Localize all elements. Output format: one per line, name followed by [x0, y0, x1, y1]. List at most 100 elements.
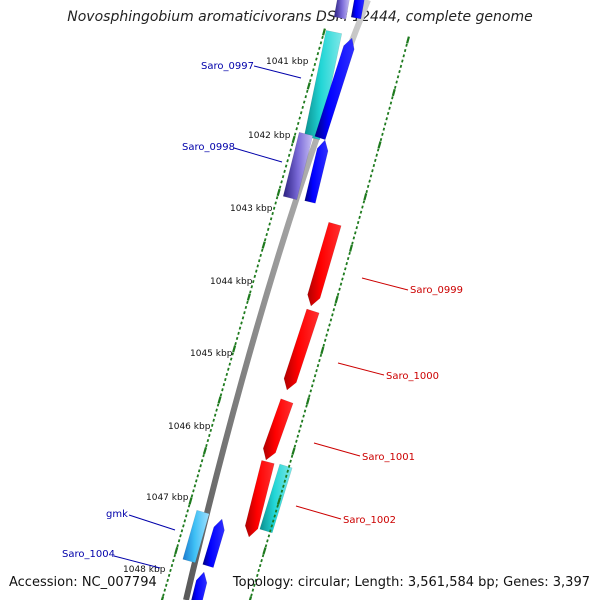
tick-mark — [268, 222, 271, 226]
gene-label-saro-0998[interactable]: Saro_0998 — [182, 142, 235, 153]
tick-mark — [205, 443, 208, 448]
tick-mark — [300, 419, 304, 423]
tick-mark — [315, 57, 318, 61]
tick-mark — [256, 264, 259, 268]
tick-mark — [313, 374, 317, 378]
tick-mark — [355, 226, 358, 230]
tick-mark — [318, 46, 321, 50]
tick-mark — [302, 414, 305, 418]
tick-mark — [221, 388, 224, 392]
gene-label-saro-0999[interactable]: Saro_0999 — [410, 285, 463, 296]
tick-mark — [342, 272, 346, 276]
tick-mark — [269, 217, 273, 221]
tick-mark — [295, 127, 298, 131]
tick-mark — [202, 446, 208, 455]
tick-mark — [299, 424, 302, 428]
tick-mark — [293, 444, 297, 448]
tick-mark — [170, 563, 174, 568]
kbp-label: 1045 kbp — [190, 349, 233, 359]
gene-label-saro-1000[interactable]: Saro_1000 — [386, 371, 439, 382]
tick-mark — [301, 105, 304, 109]
tick-mark — [287, 464, 291, 468]
tick-mark — [384, 122, 387, 126]
tick-mark — [298, 429, 301, 433]
tick-mark — [219, 393, 223, 397]
tick-mark — [222, 383, 226, 387]
tick-mark — [385, 117, 388, 121]
tick-mark — [322, 28, 326, 36]
tick-mark — [258, 259, 261, 263]
gene-label-saro-1001[interactable]: Saro_1001 — [362, 452, 415, 463]
gene-label-saro-1004[interactable]: Saro_1004 — [62, 549, 115, 560]
tick-mark — [238, 326, 242, 330]
tick-mark — [312, 379, 315, 383]
tick-mark — [229, 357, 233, 361]
tick-mark — [321, 35, 324, 40]
tick-mark — [183, 519, 187, 523]
gene-features — [182, 0, 365, 600]
tick-mark — [332, 308, 336, 312]
tick-mark — [212, 418, 215, 422]
tick-mark — [296, 121, 300, 126]
tick-mark — [298, 116, 301, 120]
tick-mark — [328, 323, 331, 327]
tick-mark — [375, 153, 378, 157]
gene-label-gmk[interactable]: gmk — [106, 509, 128, 520]
kbp-label: 1046 kbp — [168, 422, 211, 432]
tick-mark — [202, 454, 205, 458]
tick-mark — [275, 196, 279, 200]
tick-mark — [291, 447, 296, 455]
tick-mark — [160, 596, 165, 600]
tick-mark — [172, 558, 175, 563]
tick-mark — [284, 164, 288, 168]
tick-mark — [312, 68, 315, 72]
kbp-label: 1047 kbp — [146, 493, 189, 503]
tick-mark — [271, 519, 275, 523]
tick-mark — [235, 336, 239, 341]
tick-mark — [396, 75, 400, 79]
tick-mark — [165, 583, 168, 587]
tick-mark — [398, 69, 401, 74]
tick-mark — [363, 193, 368, 201]
tick-mark — [286, 469, 289, 473]
tick-mark — [256, 573, 259, 578]
tick-mark — [305, 397, 310, 405]
tick-mark — [180, 529, 184, 533]
tick-mark — [177, 539, 181, 543]
tick-mark — [379, 137, 383, 142]
tick-mark — [356, 220, 360, 225]
tick-mark — [185, 514, 188, 518]
leader-line — [113, 555, 161, 569]
tick-mark — [320, 346, 325, 355]
leader-line — [313, 442, 361, 457]
tick-mark — [310, 73, 314, 77]
tick-mark — [169, 568, 172, 573]
tick-mark — [299, 111, 303, 115]
gene-label-saro-1002[interactable]: Saro_1002 — [343, 515, 396, 526]
kbp-label: 1044 kbp — [210, 277, 253, 287]
tick-mark — [391, 88, 396, 97]
tick-mark — [282, 484, 285, 488]
tick-mark — [231, 352, 234, 356]
leader-line — [128, 514, 176, 531]
tick-mark — [348, 251, 351, 256]
tick-mark — [318, 358, 321, 363]
tick-mark — [394, 85, 397, 89]
tick-mark — [309, 78, 312, 83]
tick-mark — [325, 333, 328, 337]
tick-mark — [196, 474, 200, 478]
tick-mark — [306, 82, 311, 90]
tick-mark — [368, 179, 371, 183]
gene-label-saro-0997[interactable]: Saro_0997 — [201, 61, 254, 72]
tick-mark — [386, 111, 390, 116]
kbp-label: 1041 kbp — [266, 57, 309, 67]
tick-mark — [358, 215, 361, 219]
tick-mark — [289, 459, 292, 463]
tick-mark — [263, 238, 267, 242]
feature-top-purple — [333, 0, 350, 20]
tick-mark — [166, 578, 169, 582]
tick-mark — [341, 277, 344, 281]
tick-mark — [313, 62, 317, 67]
